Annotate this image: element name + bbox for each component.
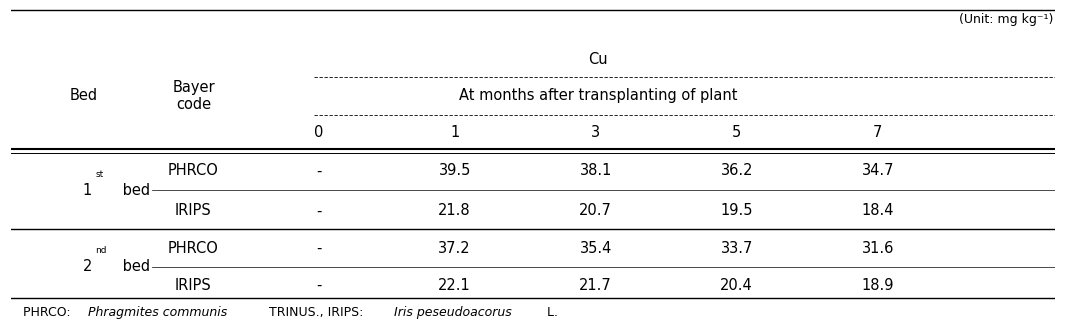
Text: PHRCO: PHRCO <box>168 241 219 256</box>
Text: bed: bed <box>118 259 150 274</box>
Text: st: st <box>95 170 103 179</box>
Text: At months after transplanting of plant: At months after transplanting of plant <box>459 88 738 103</box>
Text: L.: L. <box>543 306 558 319</box>
Text: Phragmites communis: Phragmites communis <box>88 306 228 319</box>
Text: 20.4: 20.4 <box>721 278 753 293</box>
Text: bed: bed <box>118 184 150 199</box>
Text: -: - <box>317 278 322 293</box>
Text: 2: 2 <box>83 259 92 274</box>
Text: 35.4: 35.4 <box>580 241 612 256</box>
Text: 18.9: 18.9 <box>861 278 894 293</box>
Text: PHRCO:: PHRCO: <box>23 306 75 319</box>
Text: 38.1: 38.1 <box>580 163 612 178</box>
Text: 1: 1 <box>450 125 459 140</box>
Text: Cu: Cu <box>588 52 608 67</box>
Text: IRIPS: IRIPS <box>175 203 212 218</box>
Text: 33.7: 33.7 <box>721 241 753 256</box>
Text: -: - <box>317 241 322 256</box>
Text: 21.8: 21.8 <box>438 203 471 218</box>
Text: PHRCO: PHRCO <box>168 163 219 178</box>
Text: -: - <box>317 163 322 178</box>
Text: 21.7: 21.7 <box>579 278 612 293</box>
Text: 36.2: 36.2 <box>721 163 753 178</box>
Text: 20.7: 20.7 <box>579 203 612 218</box>
Text: 22.1: 22.1 <box>438 278 471 293</box>
Text: 0: 0 <box>314 125 323 140</box>
Text: (Unit: mg kg⁻¹): (Unit: mg kg⁻¹) <box>959 13 1053 26</box>
Text: 3: 3 <box>592 125 600 140</box>
Text: 18.4: 18.4 <box>861 203 894 218</box>
Text: 37.2: 37.2 <box>438 241 471 256</box>
Text: 7: 7 <box>873 125 883 140</box>
Text: 1: 1 <box>83 184 92 199</box>
Text: IRIPS: IRIPS <box>175 278 212 293</box>
Text: Bed: Bed <box>69 88 98 103</box>
Text: Bayer
code: Bayer code <box>173 80 214 112</box>
Text: nd: nd <box>95 246 107 255</box>
Text: 39.5: 39.5 <box>438 163 471 178</box>
Text: 34.7: 34.7 <box>861 163 894 178</box>
Text: Iris peseudoacorus: Iris peseudoacorus <box>394 306 512 319</box>
Text: TRINUS., IRIPS:: TRINUS., IRIPS: <box>264 306 367 319</box>
Text: 5: 5 <box>732 125 741 140</box>
Text: 19.5: 19.5 <box>721 203 753 218</box>
Text: 31.6: 31.6 <box>861 241 894 256</box>
Text: -: - <box>317 203 322 218</box>
